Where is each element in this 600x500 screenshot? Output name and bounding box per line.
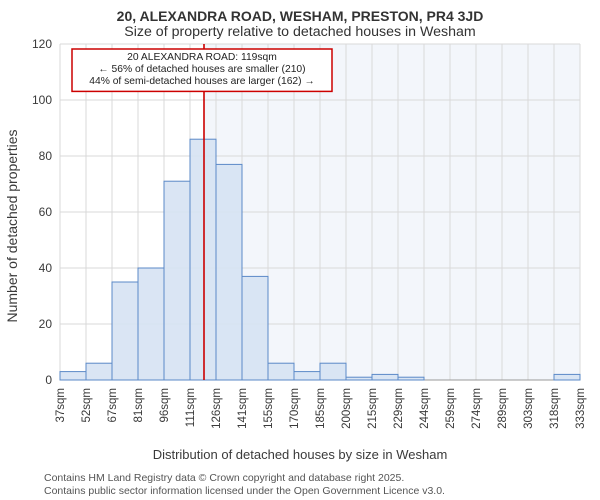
- svg-text:20 ALEXANDRA ROAD: 119sqm: 20 ALEXANDRA ROAD: 119sqm: [127, 52, 277, 63]
- svg-text:215sqm: 215sqm: [367, 388, 379, 429]
- svg-text:← 56% of detached houses are s: ← 56% of detached houses are smaller (21…: [98, 64, 305, 75]
- svg-text:80: 80: [39, 149, 53, 163]
- svg-text:0: 0: [45, 373, 52, 387]
- svg-text:120: 120: [32, 37, 52, 51]
- svg-text:37sqm: 37sqm: [55, 388, 67, 423]
- svg-text:229sqm: 229sqm: [393, 388, 405, 429]
- svg-text:52sqm: 52sqm: [81, 388, 93, 423]
- svg-text:141sqm: 141sqm: [237, 388, 249, 429]
- svg-text:40: 40: [39, 261, 53, 275]
- svg-text:259sqm: 259sqm: [445, 388, 457, 429]
- svg-text:155sqm: 155sqm: [263, 388, 275, 429]
- svg-text:289sqm: 289sqm: [497, 388, 509, 429]
- svg-text:170sqm: 170sqm: [289, 388, 301, 429]
- svg-text:111sqm: 111sqm: [185, 388, 197, 427]
- svg-text:274sqm: 274sqm: [471, 388, 483, 429]
- svg-text:200sqm: 200sqm: [341, 388, 353, 429]
- svg-text:333sqm: 333sqm: [575, 388, 587, 429]
- svg-text:96sqm: 96sqm: [159, 388, 171, 423]
- svg-text:44% of semi-detached houses ar: 44% of semi-detached houses are larger (…: [89, 76, 315, 87]
- svg-text:126sqm: 126sqm: [211, 388, 223, 429]
- svg-text:244sqm: 244sqm: [419, 388, 431, 429]
- svg-text:185sqm: 185sqm: [315, 388, 327, 429]
- svg-text:318sqm: 318sqm: [549, 388, 561, 429]
- svg-text:20: 20: [39, 317, 53, 331]
- svg-text:100: 100: [32, 93, 52, 107]
- svg-text:303sqm: 303sqm: [523, 388, 535, 429]
- svg-text:67sqm: 67sqm: [107, 388, 119, 423]
- svg-text:81sqm: 81sqm: [133, 388, 145, 423]
- svg-text:60: 60: [39, 205, 53, 219]
